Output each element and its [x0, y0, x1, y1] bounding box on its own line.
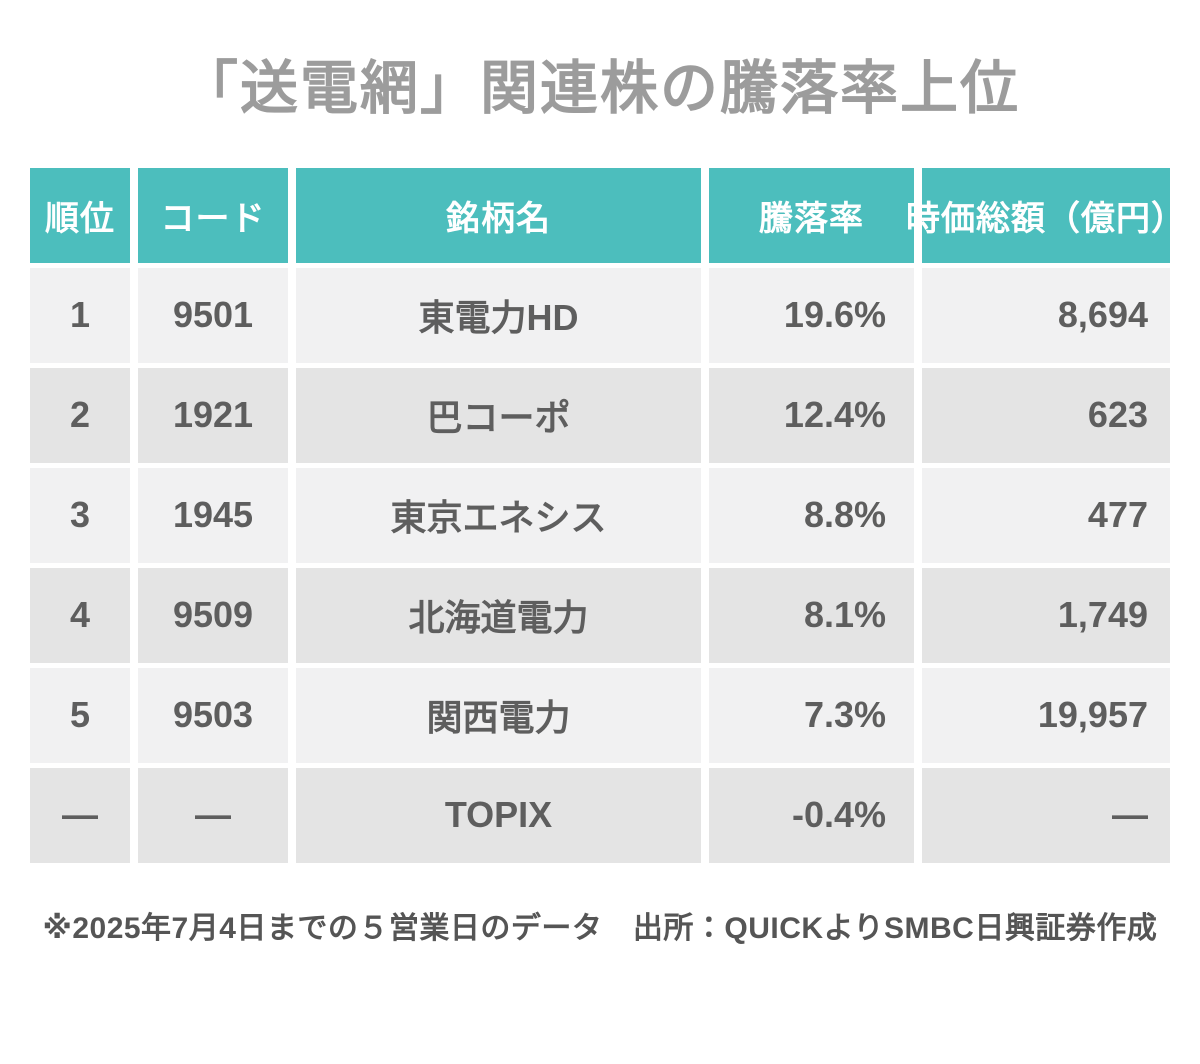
table-cell-row4-col1: 9509: [138, 567, 288, 663]
table-cell-row4-col2: 北海道電力: [296, 567, 701, 663]
table-cell-row5-col0: 5: [30, 667, 130, 763]
table-cell-row3-col2: 東京エネシス: [296, 467, 701, 563]
table-cell-row4-col0: 4: [30, 567, 130, 663]
table-cell-row4-col3: 8.1%: [709, 567, 914, 663]
table-cell-row4-col4: 1,749: [922, 567, 1170, 663]
table-cell-row1-col0: 1: [30, 267, 130, 363]
stocks-table: 順位 コード 銘柄名 騰落率 時価総額（億円） 1 9501 東電力HD 19.6% 8,694 2…: [30, 167, 1185, 863]
table-cell-row5-col3: 7.3%: [709, 667, 914, 763]
table-cell-row2-col3: 12.4%: [709, 367, 914, 463]
table-cell-row5-col1: 9503: [138, 667, 288, 763]
header-cell-1: コード: [138, 167, 288, 263]
table-cell-row6-col3: -0.4%: [709, 767, 914, 863]
header-cell-3: 騰落率: [709, 167, 914, 263]
table-cell-row5-col2: 関西電力: [296, 667, 701, 763]
header-cell-4: 時価総額（億円）: [906, 167, 1185, 263]
source-note: ※2025年7月4日までの５営業日のデータ 出所：QUICKよりSMBC日興証券…: [42, 911, 1158, 945]
table-cell-row5-col4: 19,957: [922, 667, 1170, 763]
table-cell-row3-col1: 1945: [138, 467, 288, 563]
table-cell-row1-col4: 8,694: [922, 267, 1170, 363]
header-cell-0: 順位: [30, 167, 130, 263]
table-cell-row2-col4: 623: [922, 367, 1170, 463]
page-title: 「送電網」関連株の騰落率上位: [179, 56, 1020, 121]
table-cell-row6-col0: —: [30, 767, 130, 863]
table-cell-row1-col3: 19.6%: [709, 267, 914, 363]
header-cell-2: 銘柄名: [296, 167, 701, 263]
table-cell-row2-col1: 1921: [138, 367, 288, 463]
table-cell-row2-col2: 巴コーポ: [296, 367, 701, 463]
table-cell-row1-col2: 東電力HD: [296, 267, 701, 363]
table-cell-row3-col0: 3: [30, 467, 130, 563]
table-cell-row3-col4: 477: [922, 467, 1170, 563]
table-cell-row6-col1: —: [138, 767, 288, 863]
table-cell-row1-col1: 9501: [138, 267, 288, 363]
table-cell-row6-col2: TOPIX: [296, 767, 701, 863]
table-cell-row3-col3: 8.8%: [709, 467, 914, 563]
table-cell-row2-col0: 2: [30, 367, 130, 463]
table-cell-row6-col4: —: [922, 767, 1170, 863]
